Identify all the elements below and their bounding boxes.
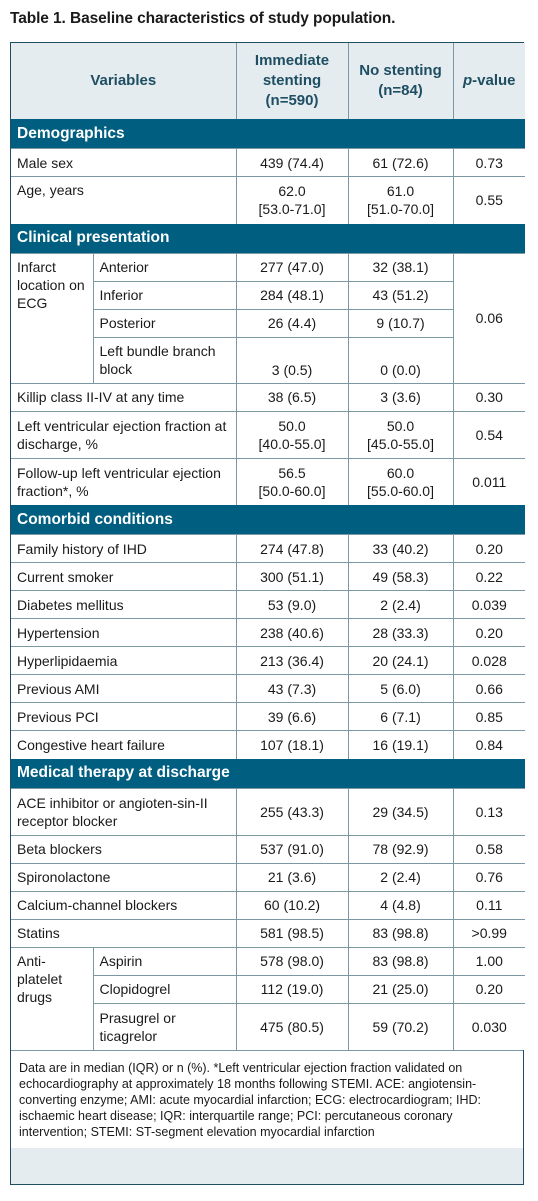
table-row: Current smoker 300 (51.1) 49 (58.3) 0.22 xyxy=(11,562,526,591)
table-row: Left bundle branch block 3 (0.5) 0 (0.0) xyxy=(11,336,525,383)
table-row: Previous PCI 39 (6.6) 6 (7.1) 0.85 xyxy=(11,702,526,731)
table-row: Follow-up left ventricular ejection frac… xyxy=(11,457,526,505)
table-row: Infarct location on ECG Anterior 277 (47… xyxy=(11,252,526,383)
table-row: Calcium-channel blockers 60 (10.2) 4 (4.… xyxy=(11,890,526,919)
header-variables: Variables xyxy=(11,43,237,119)
antiplatelet-label: Anti-platelet drugs xyxy=(11,946,94,1050)
table-row: Inferior 284 (48.1) 43 (51.2) xyxy=(11,280,525,309)
table-row: Anti-platelet drugs Aspirin 578 (98.0) 8… xyxy=(11,946,526,1050)
section-header: Comorbid conditions xyxy=(11,505,526,535)
table-footnote: Data are in median (IQR) or n (%). *Left… xyxy=(11,1050,523,1148)
table-row: Beta blockers 537 (91.0) 78 (92.9) 0.58 xyxy=(11,834,526,863)
infarct-location-label: Infarct location on ECG xyxy=(11,252,94,383)
table-row: Left ventricular ejection fraction at di… xyxy=(11,410,526,458)
table-row: Family history of IHD 274 (47.8) 33 (40.… xyxy=(11,534,526,563)
section-header: Clinical presentation xyxy=(11,223,526,253)
table-row: Killip class II-IV at any time 38 (6.5) … xyxy=(11,382,526,411)
header-p-rest: -value xyxy=(472,72,516,89)
table-row: Statins 581 (98.5) 83 (98.8) >0.99 xyxy=(11,918,526,947)
header-row: Variables Immediate stenting (n=590) No … xyxy=(11,43,526,119)
table-row: Prasugrel or ticagrelor 475 (80.5) 59 (7… xyxy=(11,1002,526,1050)
table-row: Posterior 26 (4.4) 9 (10.7) xyxy=(11,308,525,337)
table-title: Table 1. Baseline characteristics of stu… xyxy=(10,10,396,27)
table-row: Previous AMI 43 (7.3) 5 (6.0) 0.66 xyxy=(11,674,526,703)
table-row: ACE inhibitor or angioten-sin-II recepto… xyxy=(11,787,526,835)
table-row: Clopidogrel 112 (19.0) 21 (25.0) 0.20 xyxy=(11,974,526,1003)
header-p-value: p-value xyxy=(452,43,526,119)
table-row: Male sex 439 (74.4) 61 (72.6) 0.73 xyxy=(11,148,526,177)
table-row: Hypertension 238 (40.6) 28 (33.3) 0.20 xyxy=(11,618,526,647)
header-no-stenting: No stenting (n=84) xyxy=(347,43,454,119)
table-frame: Variables Immediate stenting (n=590) No … xyxy=(10,42,526,1185)
table-row: Congestive heart failure 107 (18.1) 16 (… xyxy=(11,730,526,759)
table-row: Diabetes mellitus 53 (9.0) 2 (2.4) 0.039 xyxy=(11,590,526,619)
header-immediate-stenting: Immediate stenting (n=590) xyxy=(235,43,349,119)
table-row: Hyperlipidaemia 213 (36.4) 20 (24.1) 0.0… xyxy=(11,646,526,675)
baseline-table: Variables Immediate stenting (n=590) No … xyxy=(11,43,526,1050)
header-p-italic: p xyxy=(463,72,473,89)
section-header: Demographics xyxy=(11,119,526,149)
section-header: Medical therapy at discharge xyxy=(11,758,526,788)
table-row: Age, years 62.0 [53.0-71.0] 61.0 [51.0-70.… xyxy=(11,176,526,224)
table-row: Spironolactone 21 (3.6) 2 (2.4) 0.76 xyxy=(11,862,526,891)
